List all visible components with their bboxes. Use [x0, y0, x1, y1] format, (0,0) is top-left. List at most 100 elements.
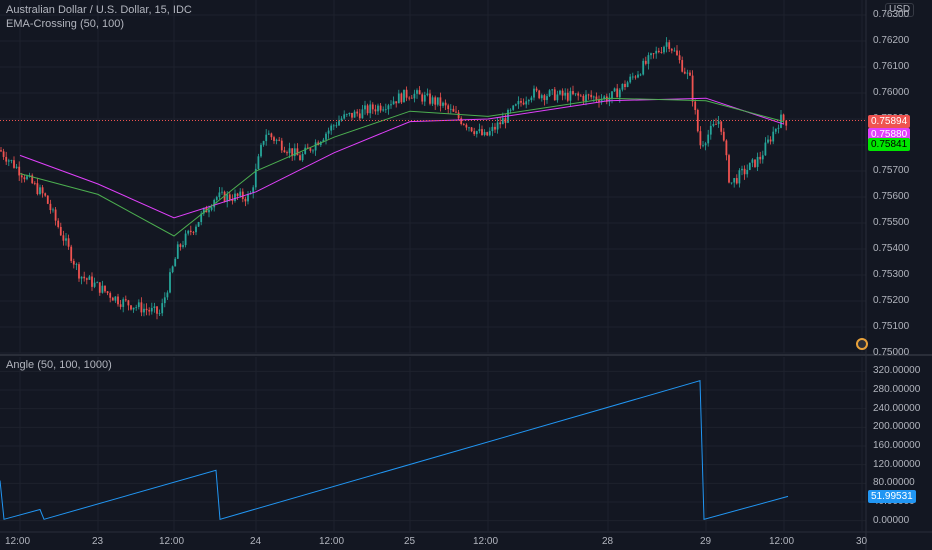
candle-body: [197, 222, 200, 227]
candle-body: [431, 97, 434, 104]
candle-body: [98, 282, 101, 293]
candle-body: [543, 95, 546, 101]
candle-body: [67, 238, 70, 247]
candle-body: [117, 296, 119, 305]
candle-body: [10, 160, 13, 162]
candle-body: [356, 111, 359, 114]
angle-indicator-label[interactable]: Angle (50, 100, 1000): [6, 359, 112, 371]
candle-body: [278, 139, 281, 141]
candle-body: [72, 260, 75, 265]
candle-body: [465, 124, 468, 128]
time-tick-label: 12:00: [473, 536, 499, 547]
angle-value-badge: 51.99531: [868, 490, 916, 504]
candle-body: [119, 304, 122, 307]
candle-body: [195, 226, 197, 233]
candle-body: [44, 193, 47, 196]
candle-body: [137, 302, 140, 307]
candle-body: [189, 230, 192, 232]
goto-realtime-button[interactable]: [856, 338, 868, 350]
candle-body: [392, 101, 395, 105]
candle-body: [288, 148, 291, 154]
price-tick-label: 0.75000: [873, 347, 910, 358]
candle-body: [595, 96, 598, 100]
candle-body: [275, 139, 278, 141]
price-tick-label: 0.75600: [873, 191, 910, 202]
candle-body: [616, 88, 619, 98]
currency-button[interactable]: USD: [885, 3, 915, 17]
candle-body: [379, 105, 382, 111]
candle-body: [421, 94, 424, 102]
candle-body: [127, 300, 130, 306]
candle-body: [494, 126, 496, 130]
candle-body: [218, 192, 221, 198]
candle-body: [761, 155, 764, 160]
candle-body: [574, 93, 577, 95]
candle-body: [426, 93, 429, 96]
candle-body: [670, 48, 673, 51]
candle-body: [644, 60, 647, 64]
candle-body: [15, 166, 18, 168]
price-badge: 0.75841: [868, 138, 911, 152]
candle-body: [130, 305, 132, 310]
candle-body: [650, 53, 652, 56]
candle-body: [709, 125, 712, 135]
ema-indicator-label[interactable]: EMA-Crossing (50, 100): [6, 18, 124, 30]
candle-body: [447, 105, 450, 110]
candle-body: [782, 114, 785, 121]
candle-body: [777, 127, 780, 129]
candle-body: [83, 276, 86, 279]
candle-body: [312, 150, 314, 152]
candle-body: [257, 156, 260, 169]
candle-body: [88, 276, 91, 280]
candle-body: [96, 282, 99, 284]
candle-body: [361, 109, 364, 119]
candle-body: [280, 140, 283, 151]
candle-body: [478, 129, 481, 132]
candle-body: [475, 131, 478, 135]
candle-body: [561, 90, 564, 96]
candle-body: [156, 306, 158, 314]
candle-body: [49, 203, 52, 211]
candle-body: [403, 89, 405, 103]
candle-body: [491, 126, 494, 132]
candle-body: [678, 55, 681, 61]
candle-body: [215, 197, 218, 200]
candle-body: [325, 133, 327, 140]
candle-body: [699, 131, 702, 146]
price-badge: 0.75880: [868, 128, 911, 142]
symbol-title[interactable]: Australian Dollar / U.S. Dollar, 15, IDC: [6, 4, 192, 16]
candle-body: [660, 52, 663, 53]
candle-body: [18, 166, 21, 176]
candle-body: [668, 42, 671, 49]
candle-body: [301, 153, 304, 161]
candle-body: [553, 89, 556, 101]
time-tick-label: 12:00: [5, 536, 31, 547]
candle-body: [499, 122, 502, 125]
candle-body: [785, 120, 788, 126]
candle-body: [504, 118, 507, 123]
candle-body: [340, 118, 343, 121]
candle-body: [202, 208, 205, 214]
candle-body: [52, 209, 54, 211]
candle-body: [455, 111, 457, 113]
candle-body: [267, 133, 270, 135]
candle-body: [176, 244, 179, 259]
candle-body: [756, 156, 759, 167]
candle-body: [46, 195, 49, 204]
time-tick-label: 30: [856, 536, 868, 547]
candle-body: [564, 92, 567, 96]
candle-body: [637, 74, 639, 78]
candle-body: [673, 50, 676, 52]
candle-body: [715, 123, 717, 125]
candle-body: [221, 191, 223, 193]
candle-body: [722, 131, 725, 141]
candle-body: [460, 118, 463, 124]
candle-body: [122, 299, 125, 307]
candle-body: [153, 306, 156, 308]
indicator-tick-label: 280.00000: [873, 384, 921, 395]
candle-body: [247, 194, 249, 202]
candle-body: [418, 90, 421, 95]
candle-body: [62, 235, 65, 241]
candle-body: [613, 88, 616, 92]
